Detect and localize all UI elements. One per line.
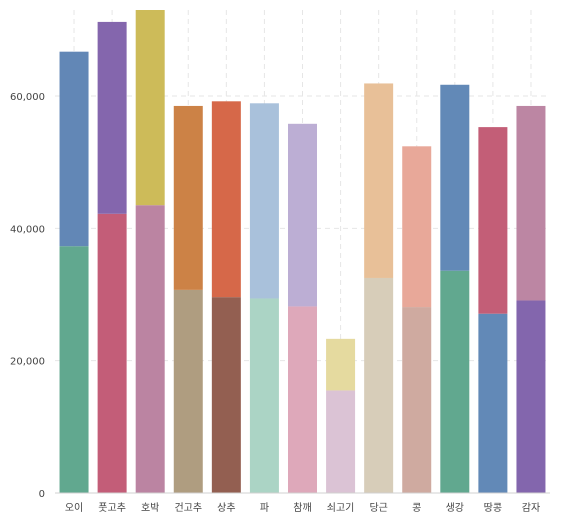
y-tick-label: 0	[39, 489, 45, 500]
bar-segment-upper	[402, 146, 432, 308]
bar-segment-upper	[59, 51, 89, 247]
bar-segment-lower	[440, 270, 470, 493]
bar-segment-lower	[326, 390, 356, 493]
x-tick-label: 생강	[446, 502, 464, 514]
bar-segment-upper	[440, 84, 470, 271]
bar-segment-lower	[59, 246, 89, 493]
bars	[59, 10, 546, 493]
y-axis-ticks: 0 20,000 40,000 60,000	[10, 92, 45, 500]
bar-segment-upper	[135, 10, 165, 206]
bar-segment-lower	[249, 298, 279, 493]
x-tick-label: 파	[260, 502, 269, 514]
x-tick-label: 땅콩	[484, 502, 502, 514]
bar-segment-lower	[402, 307, 432, 493]
bar-segment-lower	[97, 213, 127, 493]
x-tick-label: 쇠고기	[327, 502, 355, 514]
y-tick-label: 20,000	[10, 357, 45, 368]
bar-segment-upper	[173, 105, 203, 290]
x-tick-label: 건고추	[174, 502, 202, 514]
bar-segment-lower	[516, 300, 546, 493]
bar-segment-upper	[249, 103, 279, 299]
x-tick-label: 상추	[217, 502, 235, 514]
bar-segment-upper	[288, 123, 317, 307]
y-tick-label: 40,000	[10, 224, 45, 235]
x-tick-label: 풋고추	[98, 502, 126, 514]
bar-segment-upper	[364, 83, 394, 278]
y-tick-label: 60,000	[10, 92, 45, 103]
bar-segment-lower	[288, 306, 317, 493]
bar-segment-lower	[173, 289, 203, 493]
x-axis-ticks: 오이 풋고추 호박 건고추 상추 파 참깨 쇠고기 당근 콩 생강 땅콩 감자	[65, 502, 540, 514]
bar-segment-upper	[516, 105, 546, 301]
bar-segment-upper	[97, 21, 127, 214]
bar-segment-lower	[211, 297, 241, 493]
x-tick-label: 콩	[412, 502, 421, 514]
x-tick-label: 참깨	[293, 502, 311, 514]
x-tick-label: 호박	[141, 502, 159, 514]
bar-segment-lower	[478, 313, 508, 493]
x-tick-label: 당근	[369, 502, 387, 514]
bar-segment-lower	[364, 277, 394, 493]
bar-segment-upper	[326, 338, 356, 391]
bar-segment-upper	[211, 101, 241, 298]
bar-segment-lower	[135, 205, 165, 493]
x-tick-label: 오이	[65, 502, 83, 514]
x-tick-label: 감자	[522, 502, 540, 514]
bar-segment-upper	[478, 127, 508, 314]
